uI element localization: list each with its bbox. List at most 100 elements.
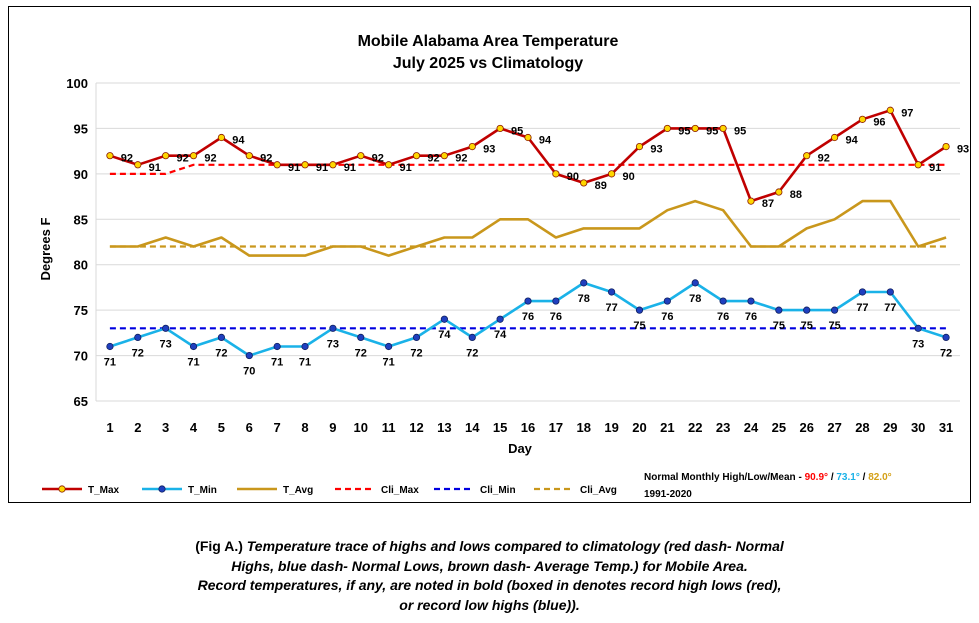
caption-lead: (Fig A.) [195, 538, 243, 554]
t-max-label-13: 92 [455, 153, 467, 165]
t-min-label-25: 75 [773, 320, 785, 332]
t-min-point-2 [134, 333, 142, 341]
t-max-label-4: 92 [204, 153, 216, 165]
x-tick-31: 31 [939, 420, 953, 435]
caption-line-3: Record temperatures, if any, are noted i… [197, 577, 782, 593]
t-max-point-13 [440, 152, 448, 160]
t-max-label-27: 94 [845, 135, 858, 147]
t-max-label-12: 92 [427, 153, 439, 165]
chart-frame: Mobile Alabama Area Temperature July 202… [8, 6, 971, 503]
normals-high: 90.9° [805, 472, 828, 483]
x-tick-2: 2 [134, 420, 141, 435]
t-max-point-10 [357, 152, 365, 160]
normals-period: 1991-2020 [644, 489, 692, 500]
t-min-point-26 [803, 306, 811, 314]
t-max-label-14: 93 [483, 144, 495, 156]
t-min-label-8: 71 [299, 356, 311, 368]
t-max-point-28 [858, 115, 867, 123]
t-max-label-5: 94 [232, 135, 245, 147]
x-tick-13: 13 [437, 420, 451, 435]
t-max-label-8: 91 [316, 162, 328, 174]
legend-label-t-max: T_Max [88, 485, 120, 496]
t-min-label-21: 76 [661, 311, 673, 323]
t-min-point-23 [719, 297, 727, 305]
caption-text-1: Temperature trace of highs and lows comp… [242, 538, 784, 554]
chart-title: Mobile Alabama Area Temperature [358, 33, 619, 50]
t-max-point-12 [412, 152, 421, 160]
t-max-point-16 [524, 133, 532, 142]
x-tick-15: 15 [493, 420, 507, 435]
t-min-point-28 [858, 288, 867, 296]
t-min-point-11 [385, 342, 393, 351]
t-min-label-27: 75 [828, 320, 840, 332]
t-min-label-9: 73 [327, 338, 339, 350]
series-line-cli-max [109, 163, 947, 175]
x-tick-10: 10 [354, 420, 368, 435]
t-min-point-30 [914, 324, 922, 332]
t-max-label-28: 96 [873, 116, 885, 128]
t-max-point-5 [217, 133, 226, 142]
x-tick-27: 27 [827, 420, 841, 435]
t-max-point-4 [189, 152, 198, 160]
t-min-label-7: 71 [271, 356, 283, 368]
t-min-point-20 [635, 306, 644, 314]
t-min-point-22 [691, 279, 699, 287]
t-min-label-1: 71 [104, 356, 116, 368]
x-tick-29: 29 [883, 420, 897, 435]
t-max-label-24: 87 [762, 198, 774, 210]
t-min-label-19: 77 [605, 302, 617, 314]
normals-label: Normal Monthly High/Low/Mean - [644, 472, 802, 483]
t-min-point-17 [552, 297, 560, 305]
t-max-point-22 [691, 124, 699, 133]
figure-caption: (Fig A.) Temperature trace of highs and … [0, 537, 979, 615]
t-max-point-27 [830, 133, 839, 142]
t-max-label-15: 95 [511, 125, 523, 137]
x-tick-4: 4 [190, 420, 198, 435]
t-max-label-16: 94 [539, 135, 552, 147]
x-tick-24: 24 [744, 420, 759, 435]
t-min-point-1 [106, 342, 114, 351]
t-max-point-2 [134, 161, 142, 169]
t-min-label-23: 76 [717, 311, 729, 323]
caption-line-4: or record low highs (blue)). [399, 596, 580, 613]
t-min-label-3: 73 [160, 338, 172, 350]
t-max-label-19: 90 [622, 171, 634, 183]
x-tick-1: 1 [106, 420, 113, 435]
t-max-point-21 [663, 124, 671, 133]
y-tick-65: 65 [74, 394, 88, 409]
t-max-point-26 [803, 152, 811, 160]
x-tick-8: 8 [301, 420, 308, 435]
normals-note: Normal Monthly High/Low/Mean - 90.9° / 7… [644, 472, 892, 483]
y-tick-70: 70 [74, 349, 88, 364]
t-max-label-20: 93 [650, 144, 662, 156]
t-min-label-12: 72 [410, 347, 422, 359]
x-tick-14: 14 [465, 420, 480, 435]
legend-label-t-min: T_Min [188, 485, 217, 496]
t-max-point-25 [775, 188, 783, 196]
t-min-label-24: 76 [745, 311, 757, 323]
t-max-label-10: 92 [372, 153, 384, 165]
normals-mean: 82.0° [868, 472, 891, 483]
x-tick-22: 22 [688, 420, 702, 435]
y-tick-95: 95 [74, 121, 88, 136]
x-tick-26: 26 [799, 420, 813, 435]
t-min-label-13: 74 [438, 329, 451, 341]
t-max-label-9: 91 [344, 162, 356, 174]
t-min-label-15: 74 [494, 329, 507, 341]
caption-line-1: (Fig A.) Temperature trace of highs and … [0, 537, 979, 557]
t-max-label-23: 95 [734, 125, 746, 137]
t-max-point-8 [301, 161, 309, 169]
t-min-point-12 [412, 333, 421, 341]
t-min-label-26: 75 [801, 320, 813, 332]
t-min-point-16 [524, 297, 532, 305]
t-max-point-23 [719, 124, 727, 133]
t-min-point-9 [329, 324, 337, 332]
y-tick-90: 90 [74, 167, 88, 182]
x-tick-23: 23 [716, 420, 730, 435]
t-max-label-18: 89 [595, 180, 607, 192]
legend: T_Max T_Min T_Avg Cli_Max Cli_Min Cli_Avg [42, 485, 617, 496]
t-min-point-7 [273, 342, 281, 351]
x-tick-5: 5 [218, 420, 225, 435]
legend-marker-t-max [58, 485, 66, 493]
t-max-label-3: 92 [177, 153, 189, 165]
